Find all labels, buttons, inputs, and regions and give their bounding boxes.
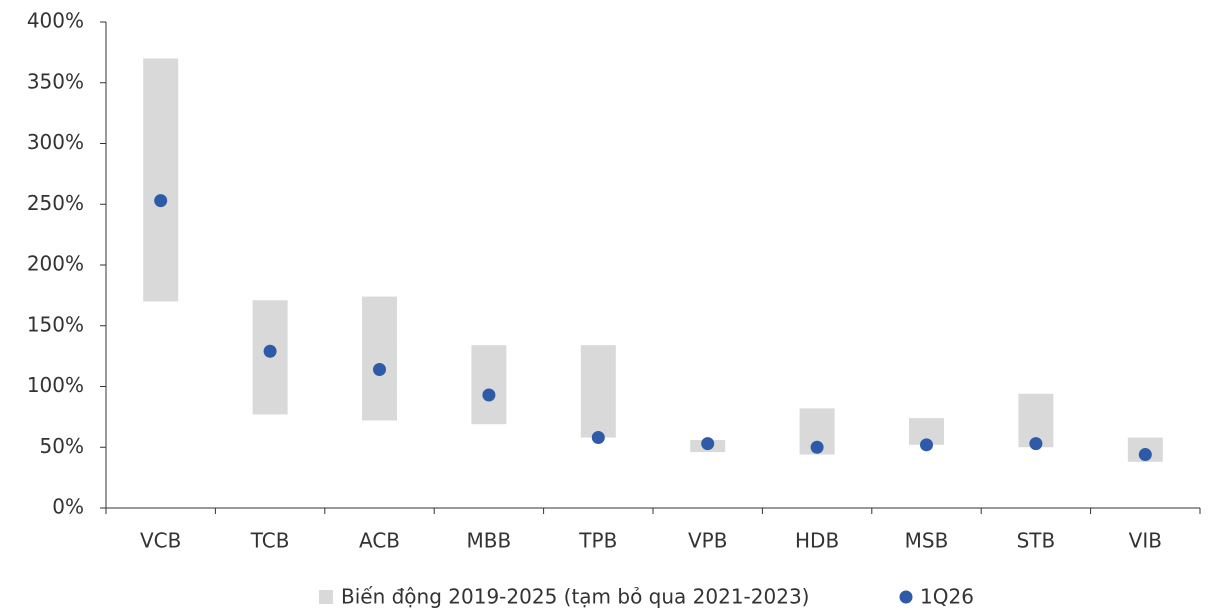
x-tick-label: STB — [1017, 529, 1056, 553]
x-tick-label: VPB — [688, 529, 727, 553]
dot — [1138, 448, 1152, 462]
range-bar — [143, 58, 179, 302]
dot — [591, 431, 605, 445]
x-tick-label: TPB — [578, 529, 617, 553]
dot — [1029, 437, 1043, 451]
x-tick-label: MBB — [467, 529, 512, 553]
range-bar — [362, 296, 397, 421]
y-tick-label: 300% — [27, 130, 84, 154]
dot — [920, 438, 933, 452]
x-tick-label: VCB — [140, 529, 181, 553]
legend-label: 1Q26 — [920, 585, 974, 609]
dot — [701, 437, 715, 451]
dot — [373, 362, 386, 376]
y-tick-label: 50% — [40, 434, 84, 458]
x-tick-label: MSB — [905, 529, 949, 553]
x-tick-label: ACB — [359, 529, 400, 553]
range-bar — [471, 345, 507, 425]
dot — [263, 344, 277, 358]
y-tick-label: 400% — [27, 9, 84, 33]
y-tick-label: 200% — [27, 252, 84, 276]
x-tick-label: HDB — [795, 529, 839, 553]
legend-label: Biến động 2019-2025 (tạm bỏ qua 2021-202… — [341, 585, 809, 609]
legend-swatch — [319, 590, 333, 604]
dot — [482, 388, 496, 402]
dot — [154, 194, 168, 208]
range-bar — [580, 345, 616, 438]
y-tick-label: 350% — [27, 69, 84, 93]
y-tick-label: 150% — [27, 312, 84, 336]
dot — [810, 440, 824, 454]
y-tick-label: 100% — [27, 373, 84, 397]
y-tick-label: 0% — [52, 495, 84, 519]
x-tick-label: VIB — [1129, 529, 1162, 553]
y-tick-label: 250% — [27, 191, 84, 215]
x-tick-label: TCB — [250, 529, 290, 553]
legend-swatch — [899, 590, 913, 604]
